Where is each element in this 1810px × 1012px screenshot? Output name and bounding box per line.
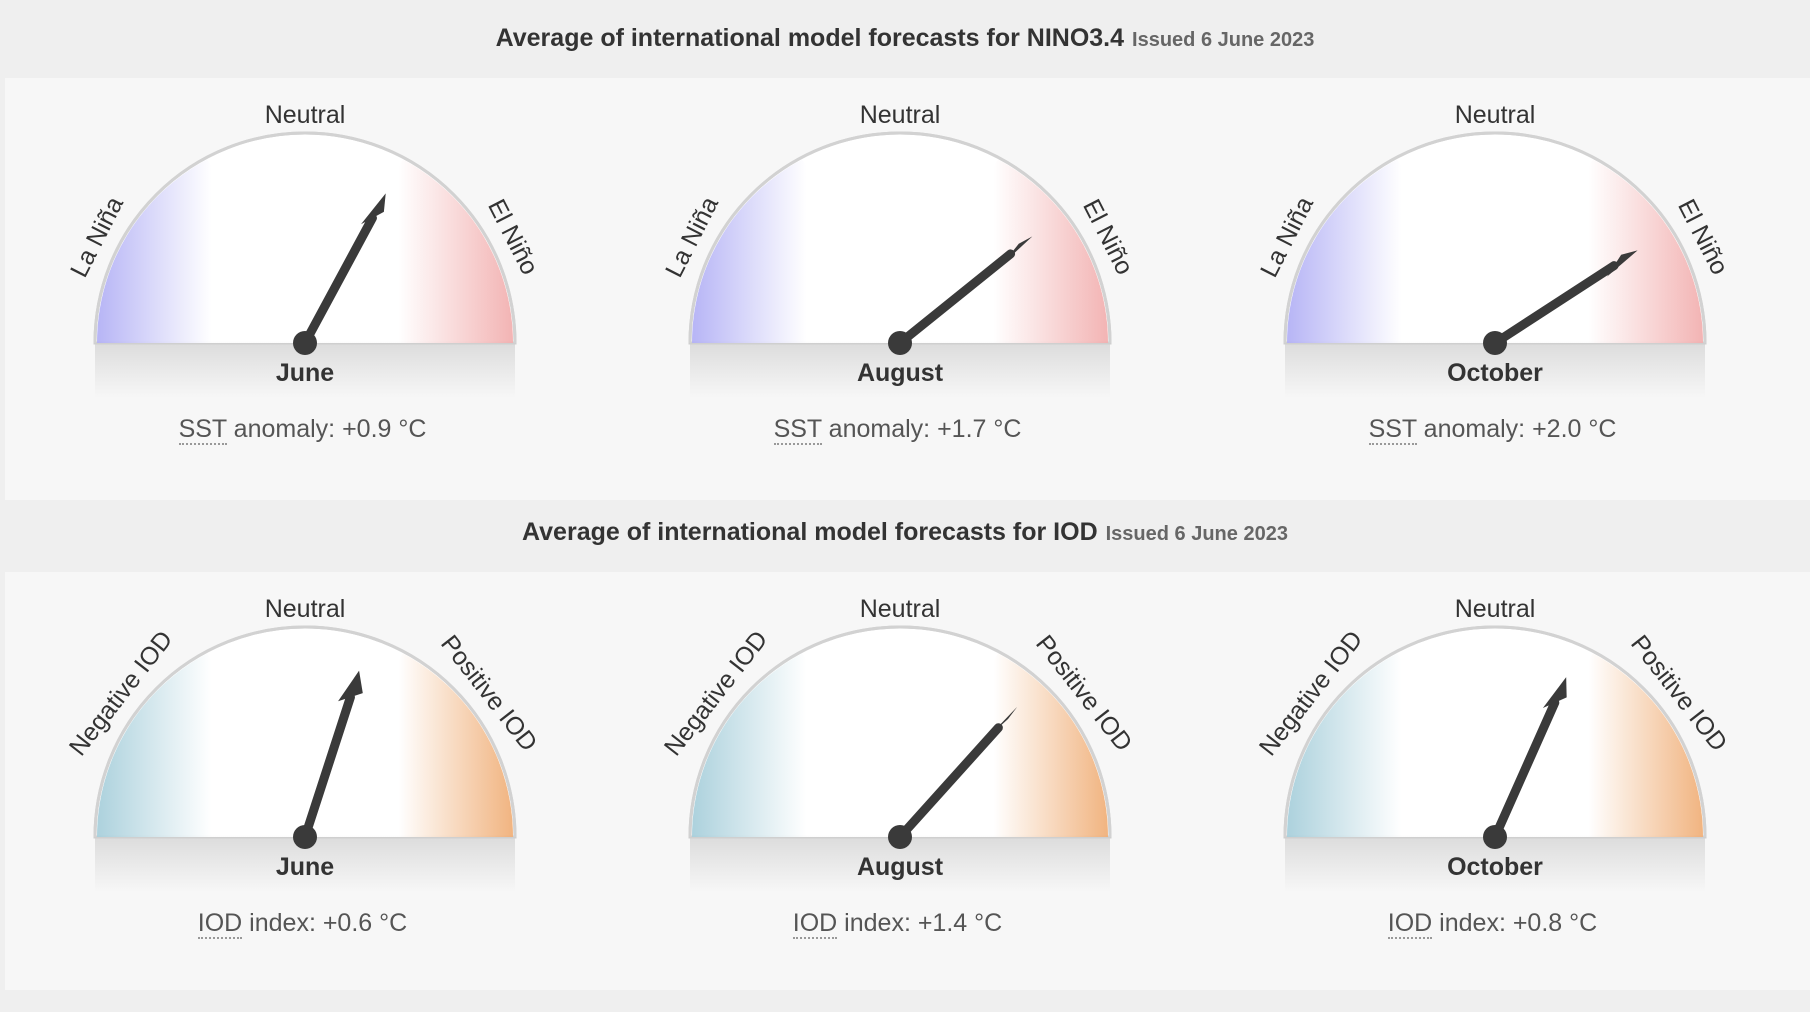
readout-value: index: +0.8 °C	[1432, 909, 1598, 937]
nino-gauge-august: Neutral La Niña El Niño August SST anomaly: …	[600, 78, 1195, 518]
readout-abbr: IOD	[197, 909, 243, 939]
gauge-left-zone	[97, 653, 305, 837]
readout-abbr: IOD	[792, 909, 838, 939]
iod-gauge-october: Neutral Negative IOD Positive IOD October IO…	[1195, 572, 1790, 1012]
iod-gauge-august: Neutral Negative IOD Positive IOD August IOD…	[600, 572, 1195, 1012]
gauge-pivot	[1483, 825, 1507, 849]
gauge-pivot	[888, 825, 912, 849]
gauge-readout: SST anomaly: +1.7 °C	[600, 415, 1195, 445]
gauge-center-label: Neutral	[265, 595, 346, 623]
gauge-right-zone	[305, 159, 513, 343]
gauge-left-zone	[97, 159, 305, 343]
nino-section-title: Average of international model forecasts…	[0, 24, 1810, 53]
readout-abbr: SST	[1368, 415, 1417, 445]
gauge-right-zone	[1495, 159, 1703, 343]
nino-gauge-june: Neutral La Niña El Niño June SST anomaly: +0…	[5, 78, 600, 518]
readout-value: anomaly: +1.7 °C	[821, 415, 1022, 443]
gauge-month-label: June	[276, 359, 334, 387]
gauge-needle-head	[1607, 250, 1638, 277]
gauge-readout: IOD index: +1.4 °C	[600, 909, 1195, 939]
gauge-readout: IOD index: +0.8 °C	[1195, 909, 1790, 939]
readout-value: anomaly: +2.0 °C	[1416, 415, 1617, 443]
nino-title: Average of international model forecasts…	[495, 24, 1125, 52]
gauge-needle-head	[1542, 677, 1567, 708]
gauge-center-label: Neutral	[1455, 101, 1536, 129]
iod-section-title: Average of international model forecasts…	[0, 518, 1810, 547]
gauge-center-label: Neutral	[1455, 595, 1536, 623]
nino-panel: Neutral La Niña El Niño June SST anomaly: +0…	[5, 78, 1810, 500]
gauge-needle	[895, 249, 1016, 348]
gauge-right-zone	[305, 653, 513, 837]
gauge-month-label: August	[857, 853, 944, 881]
gauge-left-zone	[692, 159, 900, 343]
gauge-pivot	[888, 331, 912, 355]
gauge-pivot	[293, 331, 317, 355]
gauge-pivot	[1483, 331, 1507, 355]
iod-issued: Issued 6 June 2023	[1105, 523, 1288, 545]
gauge-needle	[1490, 261, 1619, 348]
gauge-needle-head	[1002, 236, 1033, 265]
readout-abbr: SST	[773, 415, 822, 445]
gauge-month-label: August	[857, 359, 944, 387]
gauge-needle	[1490, 698, 1560, 842]
gauge-needle	[895, 723, 1003, 842]
gauge-month-label: June	[276, 853, 334, 881]
gauge-needle-head	[338, 670, 363, 702]
iod-gauge-june: Neutral Negative IOD Positive IOD June IOD i…	[5, 572, 600, 1012]
gauge-pivot	[293, 825, 317, 849]
gauge-center-label: Neutral	[860, 101, 941, 129]
gauge-month-label: October	[1447, 359, 1543, 387]
gauge-center-label: Neutral	[265, 101, 346, 129]
gauge-left-zone	[692, 653, 900, 837]
gauge-readout: IOD index: +0.6 °C	[5, 909, 600, 939]
readout-abbr: IOD	[1387, 909, 1433, 939]
gauge-readout: SST anomaly: +0.9 °C	[5, 415, 600, 445]
readout-abbr: SST	[178, 415, 227, 445]
gauge-right-zone	[1495, 653, 1703, 837]
gauge-center-label: Neutral	[860, 595, 941, 623]
gauge-month-label: October	[1447, 853, 1543, 881]
iod-title: Average of international model forecasts…	[522, 518, 1098, 546]
readout-value: index: +1.4 °C	[837, 909, 1003, 937]
nino-gauge-october: Neutral La Niña El Niño October SST anomaly:…	[1195, 78, 1790, 518]
gauge-left-zone	[1287, 159, 1495, 343]
nino-issued: Issued 6 June 2023	[1132, 29, 1315, 51]
gauge-needle	[300, 692, 355, 842]
gauge-right-zone	[900, 653, 1108, 837]
iod-panel: Neutral Negative IOD Positive IOD June IOD i…	[5, 572, 1810, 990]
gauge-readout: SST anomaly: +2.0 °C	[1195, 415, 1790, 445]
gauge-needle	[300, 213, 377, 348]
gauge-left-zone	[1287, 653, 1495, 837]
readout-value: anomaly: +0.9 °C	[226, 415, 427, 443]
readout-value: index: +0.6 °C	[242, 909, 408, 937]
